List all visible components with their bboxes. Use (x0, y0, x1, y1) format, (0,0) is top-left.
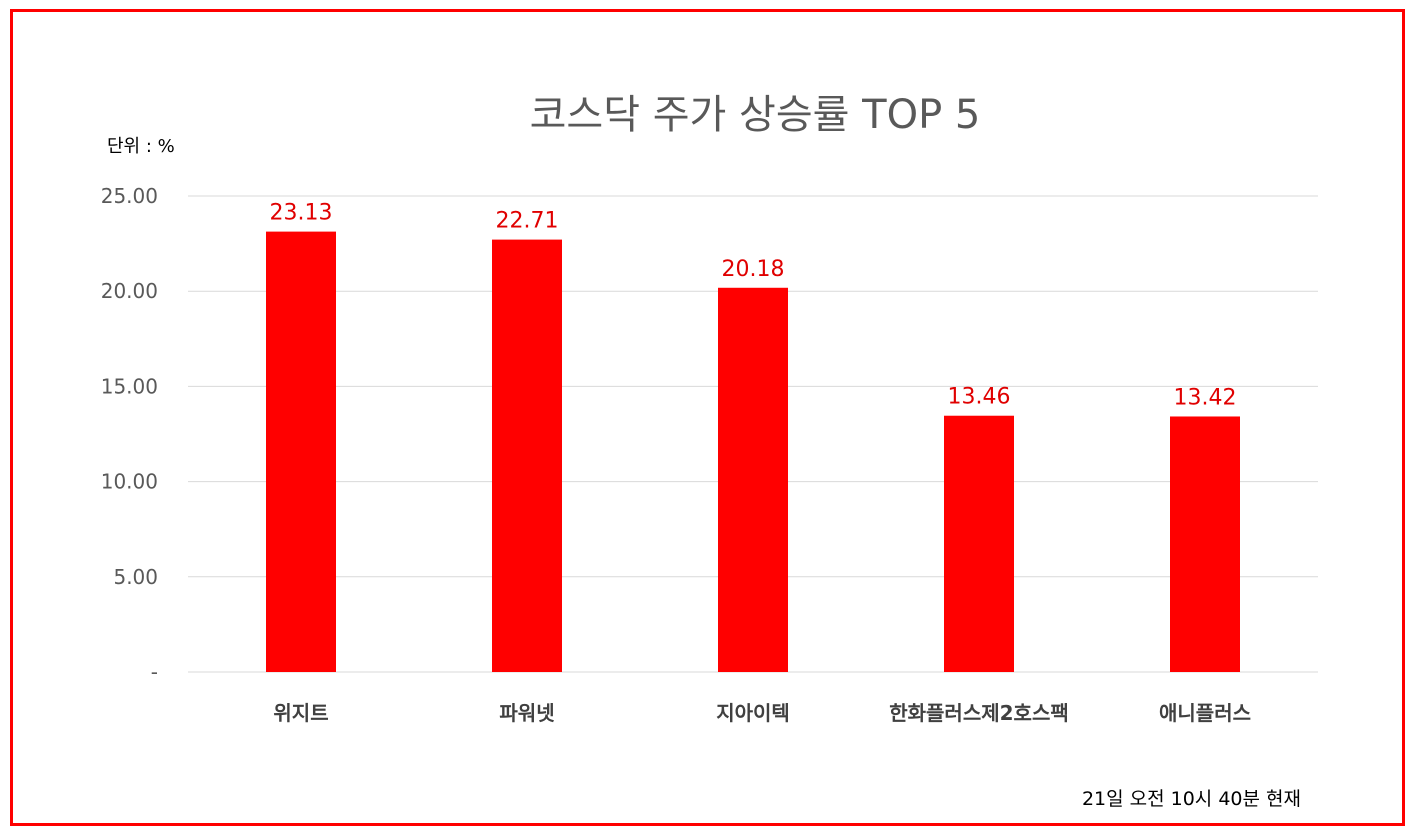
x-category-label: 위지트 (273, 701, 328, 725)
data-label: 23.13 (270, 201, 333, 226)
data-label: 20.18 (722, 257, 785, 282)
bar (266, 231, 336, 672)
data-label: 13.42 (1174, 385, 1237, 410)
y-tick-label: 25.00 (101, 184, 158, 208)
y-tick-label: 10.00 (101, 470, 158, 494)
bar (1170, 416, 1240, 672)
y-axis: - 5.00 10.00 15.00 20.00 25.00 (101, 184, 158, 684)
x-axis: 위지트 파워넷 지아이텍 한화플러스제2호스팩 애니플러스 (273, 701, 1251, 725)
bar (944, 415, 1014, 672)
bars (266, 231, 1240, 672)
data-label: 22.71 (496, 209, 559, 234)
data-label: 13.46 (948, 385, 1011, 410)
y-tick-label: - (151, 660, 158, 684)
bar (492, 239, 562, 672)
timestamp-note: 21일 오전 10시 40분 현재 (1081, 788, 1301, 810)
y-tick-label: 20.00 (101, 279, 158, 303)
y-tick-label: 5.00 (113, 565, 158, 589)
x-category-label: 지아이텍 (716, 701, 790, 725)
bar (718, 287, 788, 672)
y-tick-label: 15.00 (101, 374, 158, 398)
chart-title: 코스닥 주가 상승률 TOP 5 (529, 92, 981, 138)
data-labels: 23.13 22.71 20.18 13.46 13.42 (270, 201, 1237, 411)
x-category-label: 파워넷 (499, 701, 554, 725)
x-category-label: 한화플러스제2호스팩 (889, 701, 1069, 725)
x-category-label: 애니플러스 (1159, 701, 1251, 725)
unit-label: 단위 : % (107, 136, 175, 157)
